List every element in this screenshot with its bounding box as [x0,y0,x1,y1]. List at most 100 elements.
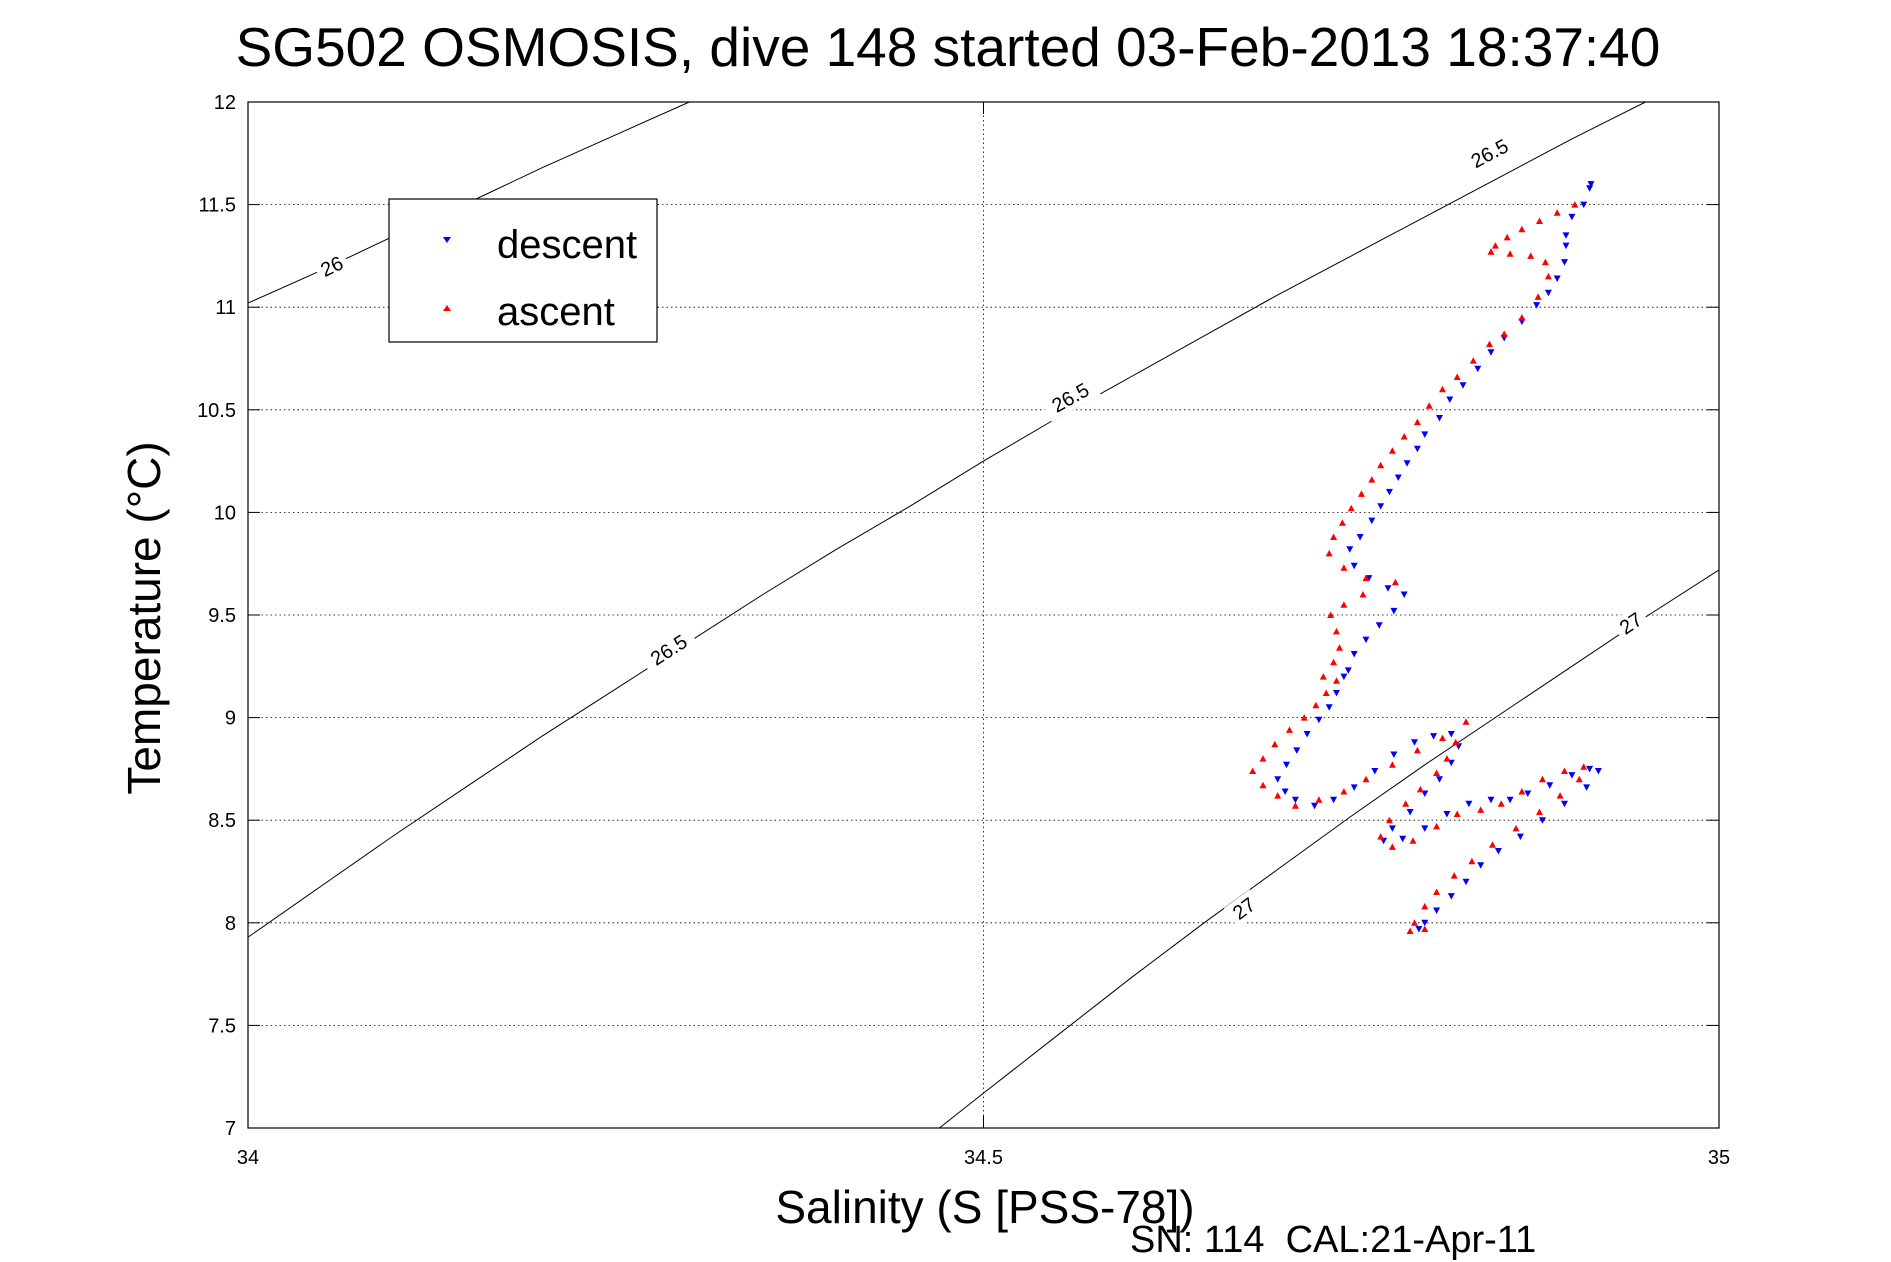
ascent-point [1553,209,1561,216]
descent-point [1315,716,1323,724]
x-tick-label: 34.5 [964,1147,1003,1169]
descent-point [1462,878,1470,886]
descent-point [1377,503,1385,510]
descent-point [1433,907,1441,914]
ascent-point [1362,775,1370,783]
ascent-point [1539,775,1546,783]
descent-point [1406,809,1414,816]
footer-serial-calibration: SN: 114 CAL:21-Apr-11 [1130,1219,1536,1261]
contour-line-27 [939,569,1719,1128]
descent-point [1506,796,1514,804]
contour-label-gap [1223,889,1264,928]
y-tick-label: 12 [214,92,236,114]
ascent-point [1274,792,1282,799]
y-tick-label: 7.5 [208,1015,236,1037]
ascent-point [1327,611,1335,618]
descent-point [1362,636,1370,644]
ascent-point [1443,755,1451,762]
ascent-point [1421,925,1429,932]
descent-point [1375,622,1383,629]
descent-point [1340,673,1348,681]
x-axis-label: Salinity (S [PSS-78]) [775,1181,1194,1233]
descent-point [1421,431,1429,438]
descent-point [1346,546,1354,553]
descent-point [1568,213,1576,221]
ascent-point [1512,824,1520,832]
ascent-point [1489,841,1496,848]
descent-point [1487,349,1495,356]
descent-point [1539,817,1546,824]
ascent-point [1377,833,1385,840]
contour-line-26-5 [248,102,1646,938]
legend-ascent-marker [443,305,451,311]
ascent-point [1536,808,1543,815]
descent-point [1403,460,1411,467]
y-axis-label: Temperature (°C) [118,441,170,794]
ascent-point [1386,816,1393,824]
ascent-point [1518,788,1526,795]
contour-label-gap [1459,129,1520,178]
ascent-point [1340,601,1348,608]
descent-point [1400,591,1408,598]
y-tick-label: 11 [215,297,236,319]
ascent-point [1413,418,1421,426]
ascent-point [1400,433,1408,440]
descent-point [1561,800,1568,808]
descent-point [1446,396,1454,403]
ascent-point [1439,385,1446,393]
descent-point [1587,181,1595,188]
ascent-point [1333,627,1340,635]
ascent-point [1477,806,1485,813]
descent-point [1594,768,1602,775]
descent-point [1293,747,1301,754]
descent-point [1524,790,1532,797]
legend-box [388,198,658,343]
ascent-point [1319,673,1327,680]
ascent-point [1340,788,1348,795]
descent-point [1562,242,1570,250]
descent-point [1394,474,1402,481]
contour-label-gap [312,248,352,284]
descent-point [1546,782,1554,789]
descent-point [1330,796,1338,804]
legend-ascent-label: ascent [497,290,615,334]
descent-point [1562,232,1570,239]
descent-point [1415,926,1423,933]
descent-point [1281,788,1289,795]
ascent-point [1333,677,1340,684]
ascent-point [1497,800,1505,807]
x-tick-label: 34 [237,1147,259,1169]
ascent-point [1506,250,1514,257]
ascent-point [1556,792,1564,799]
descent-point [1443,811,1451,818]
descent-point [1583,784,1591,791]
descent-point [1350,651,1358,658]
ascent-point [1433,822,1441,830]
ascent-point [1433,769,1441,776]
descent-point [1465,800,1473,808]
ascent-point [1575,775,1583,783]
descent-point [1421,919,1429,927]
ascent-point [1271,740,1279,748]
ascent-point [1491,242,1499,249]
ascent-point [1249,767,1257,774]
contour-label-gap [1040,373,1101,422]
descent-point [1580,201,1588,209]
legend: descent ascent [388,198,658,343]
descent-point [1344,667,1352,674]
ascent-point [1541,258,1549,266]
descent-point [1390,751,1398,758]
ascent-point [1518,225,1526,233]
legend-descent-label: descent [497,223,637,267]
grid-lines [248,102,1719,1128]
ascent-point [1315,796,1323,803]
descent-point [1561,259,1568,266]
contour-label-gap [638,624,699,676]
ascent-point [1433,888,1441,895]
y-tick-label: 9.5 [208,605,236,627]
ascent-point [1503,233,1511,241]
descent-point [1350,784,1358,791]
ascent-point [1469,357,1477,364]
chart-title: SG502 OSMOSIS, dive 148 started 03-Feb-2… [236,16,1661,78]
descent-point [1447,893,1455,900]
